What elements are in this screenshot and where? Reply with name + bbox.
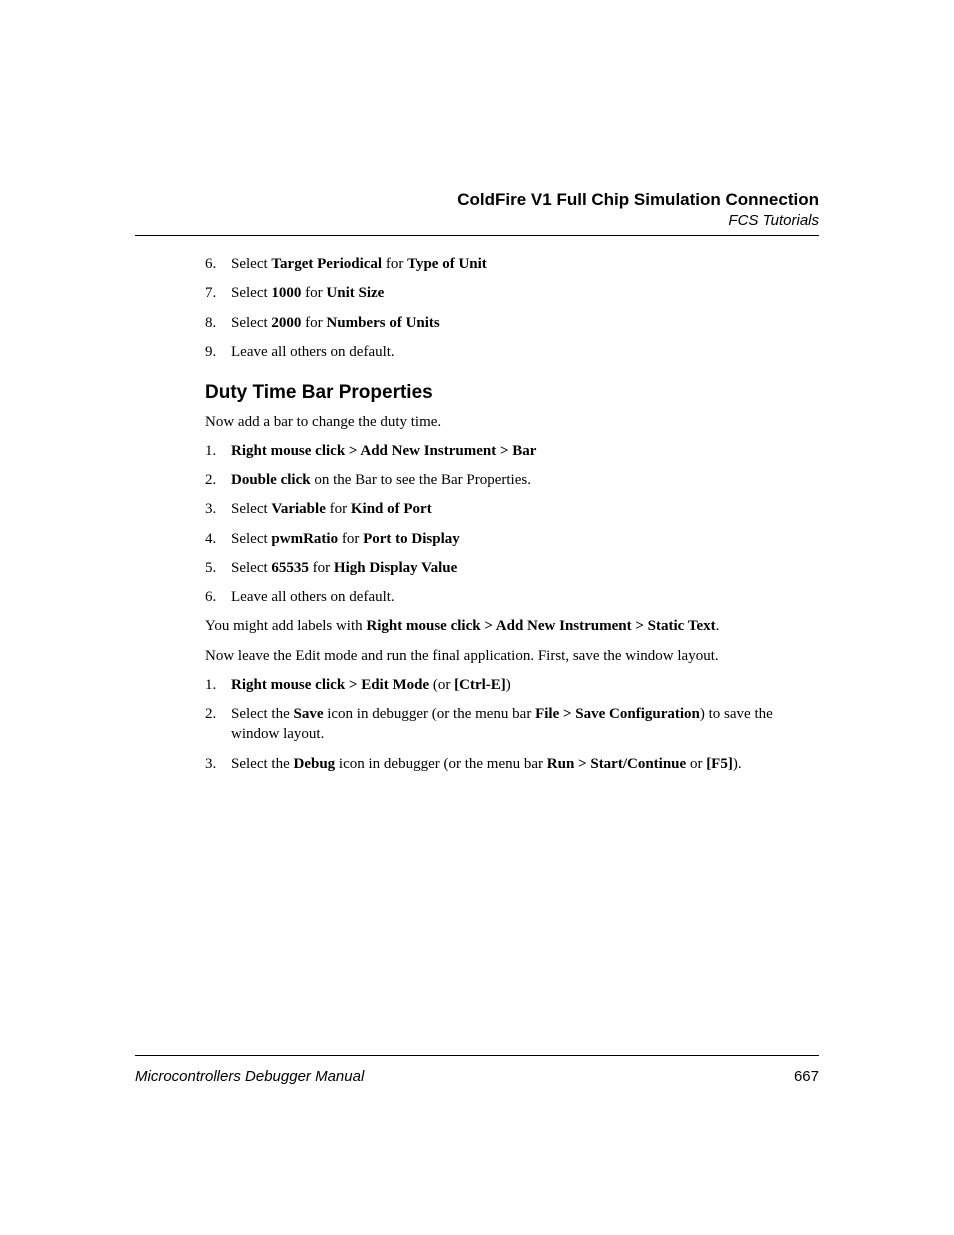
bold-text: Save (293, 706, 323, 722)
text: Leave all others on default. (231, 589, 395, 605)
bold-text: [F5] (706, 756, 733, 772)
text: or (686, 756, 706, 772)
text: ). (733, 756, 742, 772)
text: Select (231, 256, 271, 272)
item-number: 2. (205, 704, 216, 724)
page: ColdFire V1 Full Chip Simulation Connect… (0, 0, 954, 1235)
item-number: 4. (205, 529, 216, 549)
bold-text: Unit Size (326, 285, 384, 301)
list-item: 1. Right mouse click > Add New Instrumen… (205, 441, 819, 461)
bold-text: 65535 (271, 560, 309, 576)
text: for (301, 315, 326, 331)
bold-text: High Display Value (334, 560, 457, 576)
header-rule (135, 235, 819, 236)
text: Select (231, 560, 271, 576)
item-number: 8. (205, 313, 216, 333)
bold-text: Right mouse click > Edit Mode (231, 677, 429, 693)
item-number: 7. (205, 283, 216, 303)
text: Select (231, 531, 271, 547)
footer-page-number: 667 (794, 1068, 819, 1085)
page-header: ColdFire V1 Full Chip Simulation Connect… (135, 190, 819, 229)
bold-text: 2000 (271, 315, 301, 331)
text: icon in debugger (or the menu bar (335, 756, 547, 772)
paragraph: Now leave the Edit mode and run the fina… (205, 646, 819, 666)
list-item: 6. Select Target Periodical for Type of … (205, 254, 819, 274)
text: Select (231, 285, 271, 301)
bold-text: Run > Start/Continue (547, 756, 686, 772)
section-heading: Duty Time Bar Properties (205, 380, 819, 406)
item-number: 1. (205, 441, 216, 461)
text: for (382, 256, 407, 272)
list-item: 2. Select the Save icon in debugger (or t… (205, 704, 819, 745)
bold-text: Right mouse click > Add New Instrument >… (231, 443, 536, 459)
content: 6. Select Target Periodical for Type of … (135, 254, 819, 774)
list-item: 9. Leave all others on default. (205, 342, 819, 362)
bold-text: pwmRatio (271, 531, 338, 547)
text: Select (231, 501, 271, 517)
item-number: 9. (205, 342, 216, 362)
header-title: ColdFire V1 Full Chip Simulation Connect… (135, 190, 819, 210)
footer-left: Microcontrollers Debugger Manual (135, 1068, 364, 1085)
text: You might add labels with (205, 618, 366, 634)
list-item: 7. Select 1000 for Unit Size (205, 283, 819, 303)
text: Select the (231, 706, 293, 722)
page-footer: Microcontrollers Debugger Manual 667 (135, 1055, 819, 1085)
footer-row: Microcontrollers Debugger Manual 667 (135, 1068, 819, 1085)
list-item: 2. Double click on the Bar to see the Ba… (205, 470, 819, 490)
list-item: 5. Select 65535 for High Display Value (205, 558, 819, 578)
bold-text: [Ctrl-E] (454, 677, 506, 693)
bold-text: Double click (231, 472, 311, 488)
bold-text: Right mouse click > Add New Instrument >… (366, 618, 715, 634)
list-continued: 6. Select Target Periodical for Type of … (205, 254, 819, 362)
bold-text: Type of Unit (407, 256, 487, 272)
bold-text: File > Save Configuration (535, 706, 700, 722)
header-subtitle: FCS Tutorials (135, 212, 819, 229)
text: for (338, 531, 363, 547)
item-number: 3. (205, 754, 216, 774)
bold-text: Numbers of Units (326, 315, 439, 331)
text: on the Bar to see the Bar Properties. (311, 472, 531, 488)
bold-text: Port to Display (363, 531, 460, 547)
text: for (301, 285, 326, 301)
text: ) (506, 677, 511, 693)
text: for (326, 501, 351, 517)
text: icon in debugger (or the menu bar (323, 706, 535, 722)
text: Select (231, 315, 271, 331)
text: (or (429, 677, 454, 693)
paragraph: Now add a bar to change the duty time. (205, 412, 819, 432)
list-item: 8. Select 2000 for Numbers of Units (205, 313, 819, 333)
list-bar-props: 1. Right mouse click > Add New Instrumen… (205, 441, 819, 608)
bold-text: Target Periodical (271, 256, 382, 272)
list-item: 6. Leave all others on default. (205, 587, 819, 607)
item-number: 3. (205, 499, 216, 519)
list-item: 4. Select pwmRatio for Port to Display (205, 529, 819, 549)
text: . (716, 618, 720, 634)
bold-text: Kind of Port (351, 501, 432, 517)
item-number: 6. (205, 587, 216, 607)
item-number: 6. (205, 254, 216, 274)
list-item: 3. Select Variable for Kind of Port (205, 499, 819, 519)
item-number: 5. (205, 558, 216, 578)
bold-text: Debug (293, 756, 335, 772)
item-number: 1. (205, 675, 216, 695)
text: Select the (231, 756, 293, 772)
item-number: 2. (205, 470, 216, 490)
bold-text: Variable (271, 501, 325, 517)
footer-rule (135, 1055, 819, 1056)
paragraph: You might add labels with Right mouse cl… (205, 616, 819, 636)
list-item: 3. Select the Debug icon in debugger (or … (205, 754, 819, 774)
list-final: 1. Right mouse click > Edit Mode (or [Ctr… (205, 675, 819, 774)
text: for (309, 560, 334, 576)
bold-text: 1000 (271, 285, 301, 301)
text: Leave all others on default. (231, 344, 395, 360)
list-item: 1. Right mouse click > Edit Mode (or [Ctr… (205, 675, 819, 695)
